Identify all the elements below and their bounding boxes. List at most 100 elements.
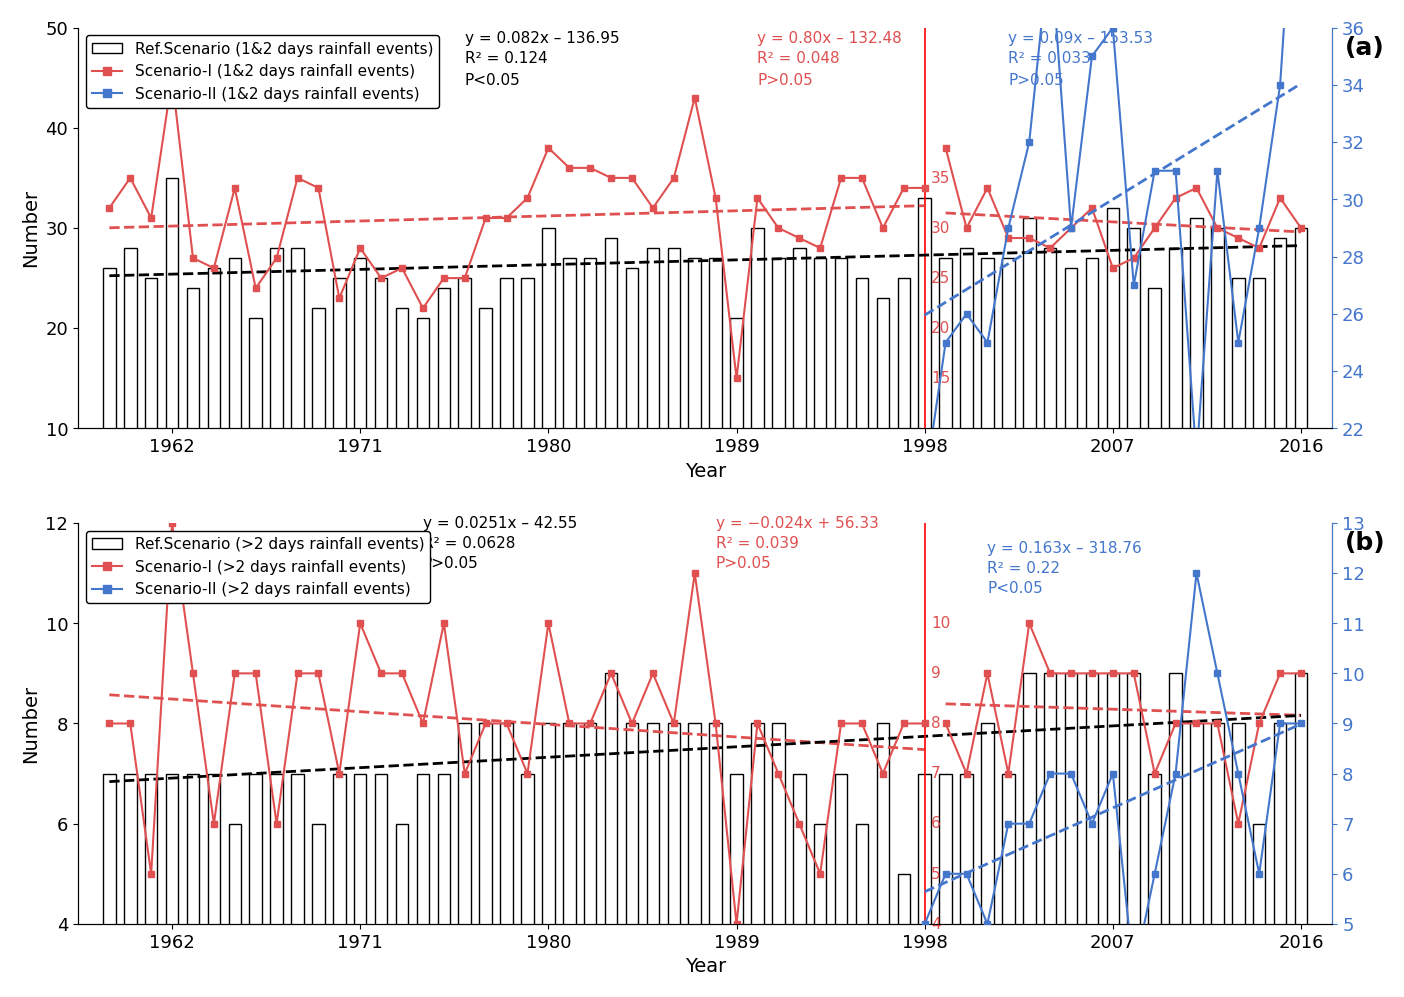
Bar — [291, 248, 303, 528]
Bar — [521, 774, 534, 997]
Bar — [1273, 724, 1286, 997]
Bar — [772, 258, 785, 528]
Bar — [1231, 278, 1244, 528]
Bar — [333, 774, 345, 997]
Text: P>0.05: P>0.05 — [715, 556, 771, 571]
Text: R² = 0.048: R² = 0.048 — [757, 51, 840, 66]
Text: 8: 8 — [931, 716, 941, 731]
Text: P>0.05: P>0.05 — [423, 556, 479, 571]
Bar — [939, 258, 952, 528]
Text: y = 0.09x – 153.53: y = 0.09x – 153.53 — [1008, 31, 1153, 46]
Bar — [354, 258, 366, 528]
Text: 4: 4 — [931, 916, 941, 931]
Y-axis label: Number: Number — [21, 189, 39, 267]
Y-axis label: Number: Number — [21, 685, 39, 763]
Text: R² = 0.22: R² = 0.22 — [987, 561, 1060, 576]
Text: y = 0.80x – 132.48: y = 0.80x – 132.48 — [757, 31, 901, 46]
Text: 10: 10 — [931, 616, 949, 631]
Bar — [1001, 258, 1014, 528]
Bar — [605, 238, 616, 528]
Text: (a): (a) — [1344, 36, 1384, 60]
Bar — [876, 724, 889, 997]
Bar — [500, 724, 512, 997]
Bar — [563, 724, 576, 997]
Bar — [145, 774, 157, 997]
Bar — [458, 724, 470, 997]
Bar — [102, 268, 115, 528]
Bar — [646, 724, 658, 997]
Bar — [813, 258, 826, 528]
Bar — [542, 724, 555, 997]
Bar — [270, 774, 282, 997]
Bar — [1127, 228, 1140, 528]
Bar — [417, 774, 430, 997]
Text: P<0.05: P<0.05 — [465, 73, 521, 88]
Bar — [1127, 673, 1140, 997]
Legend: Ref.Scenario (>2 days rainfall events), Scenario-I (>2 days rainfall events), Sc: Ref.Scenario (>2 days rainfall events), … — [86, 530, 430, 603]
Bar — [166, 178, 178, 528]
Bar — [354, 774, 366, 997]
Text: 20: 20 — [931, 321, 949, 336]
Bar — [813, 824, 826, 997]
Bar — [1294, 228, 1307, 528]
Bar — [1022, 218, 1035, 528]
Text: R² = 0.033: R² = 0.033 — [1008, 51, 1091, 66]
Text: 7: 7 — [931, 766, 941, 781]
Bar — [960, 248, 973, 528]
Bar — [1064, 673, 1077, 997]
Bar — [667, 248, 680, 528]
Legend: Ref.Scenario (1&2 days rainfall events), Scenario-I (1&2 days rainfall events), : Ref.Scenario (1&2 days rainfall events),… — [86, 36, 439, 108]
Bar — [229, 258, 241, 528]
Bar — [1085, 258, 1098, 528]
Bar — [187, 774, 199, 997]
Bar — [897, 873, 910, 997]
Bar — [270, 248, 282, 528]
Bar — [730, 774, 743, 997]
Bar — [458, 278, 470, 528]
Bar — [1273, 238, 1286, 528]
Bar — [667, 724, 680, 997]
Bar — [438, 774, 449, 997]
Bar — [688, 258, 701, 528]
Bar — [605, 673, 616, 997]
Bar — [1106, 673, 1119, 997]
Bar — [438, 288, 449, 528]
Text: y = 0.0251x – 42.55: y = 0.0251x – 42.55 — [423, 516, 577, 531]
Bar — [876, 298, 889, 528]
Text: 35: 35 — [931, 170, 951, 185]
Bar — [229, 824, 241, 997]
Bar — [375, 278, 388, 528]
Bar — [1294, 673, 1307, 997]
Text: R² = 0.0628: R² = 0.0628 — [423, 536, 515, 551]
Bar — [102, 774, 115, 997]
Bar — [479, 724, 491, 997]
Text: 30: 30 — [931, 220, 951, 235]
Bar — [730, 318, 743, 528]
Bar — [1148, 288, 1160, 528]
Bar — [375, 774, 388, 997]
Text: R² = 0.039: R² = 0.039 — [715, 536, 797, 551]
Bar — [751, 228, 764, 528]
Bar — [166, 774, 178, 997]
Bar — [834, 774, 847, 997]
Bar — [772, 724, 785, 997]
Bar — [1043, 673, 1056, 997]
Bar — [855, 824, 868, 997]
Bar — [500, 278, 512, 528]
Bar — [542, 228, 555, 528]
Text: (b): (b) — [1344, 531, 1384, 555]
Bar — [918, 774, 931, 997]
Bar — [1168, 248, 1181, 528]
Text: P<0.05: P<0.05 — [987, 581, 1043, 596]
Bar — [1189, 724, 1202, 997]
Bar — [124, 774, 136, 997]
Bar — [563, 258, 576, 528]
Bar — [960, 774, 973, 997]
Bar — [208, 268, 220, 528]
Bar — [145, 278, 157, 528]
Bar — [1001, 774, 1014, 997]
Bar — [688, 724, 701, 997]
Bar — [1085, 673, 1098, 997]
Bar — [1043, 248, 1056, 528]
Bar — [396, 824, 409, 997]
